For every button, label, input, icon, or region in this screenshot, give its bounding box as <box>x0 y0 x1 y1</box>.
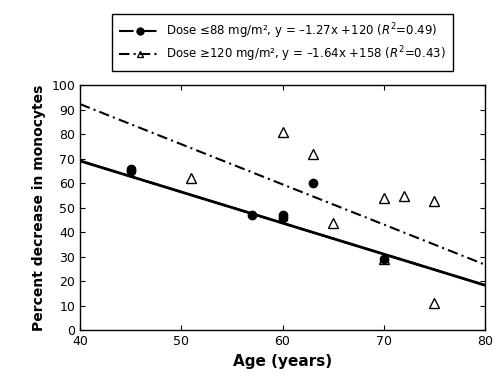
X-axis label: Age (years): Age (years) <box>233 354 332 369</box>
Y-axis label: Percent decrease in monocytes: Percent decrease in monocytes <box>32 85 46 331</box>
Legend: Dose ≤88 mg/m², y = –1.27x +120 ($\mathit{R}^2$=0.49), Dose ≥120 mg/m², y = –1.6: Dose ≤88 mg/m², y = –1.27x +120 ($\mathi… <box>112 14 453 71</box>
